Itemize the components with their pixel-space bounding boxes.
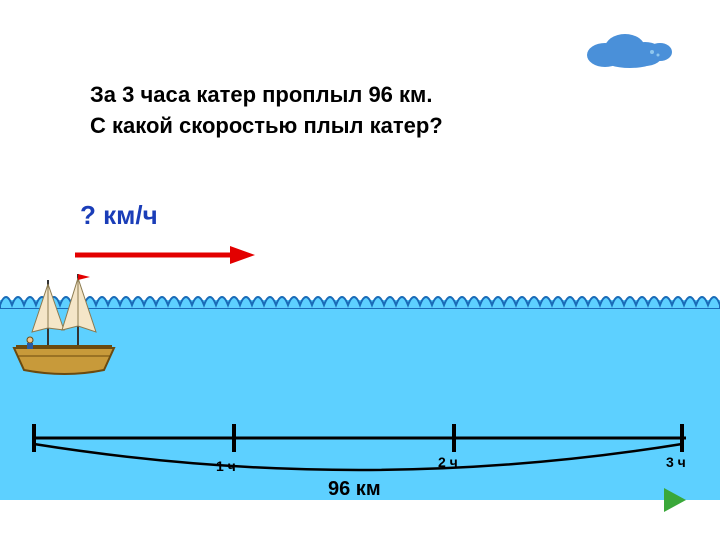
problem-statement: За 3 часа катер проплыл 96 км. С какой с… [90,80,443,142]
cloud-icon [580,30,680,75]
tick-label-1h: 1 ч [216,458,236,474]
speed-question-label: ? км/ч [80,200,158,231]
arrow-icon [70,240,270,270]
problem-line2: С какой скоростью плыл катер? [90,111,443,142]
distance-total-label: 96 км [328,478,381,501]
cloud-decoration [580,30,680,80]
next-slide-button[interactable] [660,485,690,520]
play-icon [660,485,690,515]
boat-icon [10,270,120,380]
tick-label-3h: 3 ч [666,454,686,470]
boat [10,270,120,385]
timeline-numberline: 1 ч 2 ч 3 ч 96 км [30,420,690,500]
problem-line1: За 3 часа катер проплыл 96 км. [90,80,443,111]
tick-label-2h: 2 ч [438,454,458,470]
